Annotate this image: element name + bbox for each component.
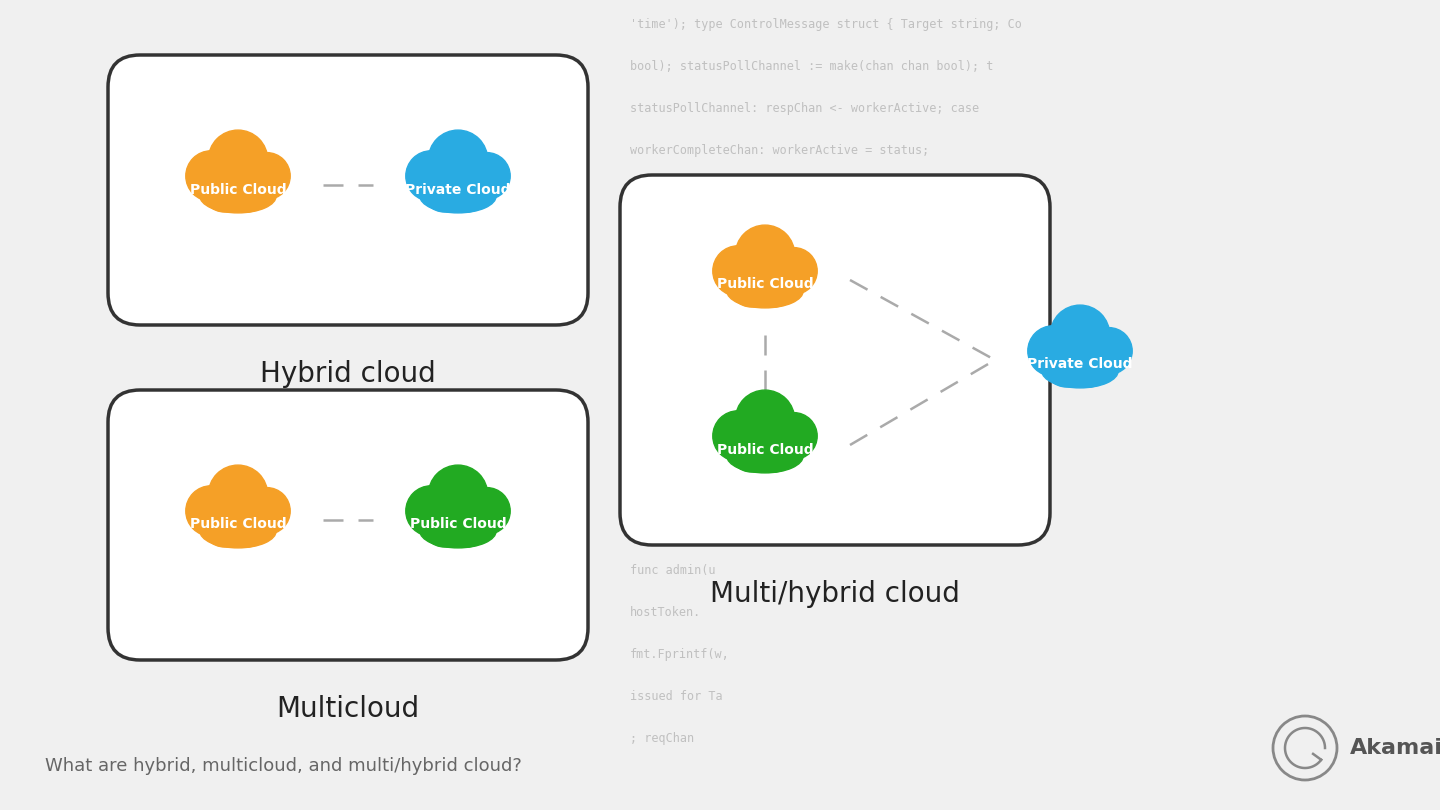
Circle shape	[428, 465, 488, 525]
Text: string.Count(64: ); func ma: string.Count(64: ); func ma	[631, 438, 837, 451]
Circle shape	[445, 167, 490, 212]
Circle shape	[713, 411, 763, 461]
Text: Private Cloud: Private Cloud	[1027, 357, 1133, 372]
Circle shape	[1050, 305, 1110, 364]
Circle shape	[225, 502, 269, 547]
Text: ; reqChan: ; reqChan	[631, 732, 694, 745]
Text: hostToken.: hostToken.	[631, 606, 701, 619]
Circle shape	[729, 262, 775, 307]
Text: result = fmt.Fprint(w, "ACTIVE": result = fmt.Fprint(w, "ACTIVE"	[631, 354, 851, 367]
Circle shape	[422, 167, 467, 212]
Text: http.ResponseWriter, r *http.Request) { hostTo: http.ResponseWriter, r *http.Request) { …	[631, 186, 958, 199]
Text: Akamai: Akamai	[1351, 738, 1440, 758]
Text: Hybrid cloud: Hybrid cloud	[261, 360, 436, 388]
Text: Public Cloud: Public Cloud	[190, 518, 287, 531]
Text: Public Cloud: Public Cloud	[410, 518, 507, 531]
FancyBboxPatch shape	[108, 390, 588, 660]
Circle shape	[243, 488, 291, 535]
Text: Multicloud: Multicloud	[276, 695, 419, 723]
Circle shape	[243, 152, 291, 199]
Text: bool); statusPollChannel := make(chan chan bool); t: bool); statusPollChannel := make(chan ch…	[631, 60, 994, 73]
Circle shape	[202, 167, 248, 212]
Text: use msg := <: use msg := <	[631, 522, 716, 535]
Text: fmt.Fprintf(w,  Control message issued for Ta: fmt.Fprintf(w, Control message issued fo…	[631, 270, 965, 283]
FancyBboxPatch shape	[108, 55, 588, 325]
FancyBboxPatch shape	[621, 175, 1050, 545]
Circle shape	[1067, 342, 1112, 387]
Ellipse shape	[727, 274, 804, 308]
Circle shape	[428, 130, 488, 190]
Text: Public Cloud: Public Cloud	[717, 278, 814, 292]
Circle shape	[770, 248, 818, 294]
Text: fmt.Fprintf(w,: fmt.Fprintf(w,	[631, 648, 730, 661]
Circle shape	[225, 167, 269, 212]
Circle shape	[186, 486, 236, 536]
Text: Public Cloud: Public Cloud	[717, 442, 814, 457]
Circle shape	[752, 262, 796, 307]
Circle shape	[1028, 326, 1079, 376]
Circle shape	[752, 427, 796, 472]
Text: }); workerAct: }); workerAct	[631, 480, 723, 493]
Text: '37', nil)); };pa: '37', nil)); };pa	[631, 396, 766, 409]
Text: 10, 64); if err != nil { fmt.Fprintf(w,: 10, 64); if err != nil { fmt.Fprintf(w,	[631, 228, 907, 241]
Ellipse shape	[1041, 354, 1119, 388]
Ellipse shape	[419, 514, 497, 548]
Circle shape	[736, 390, 795, 450]
Text: issued for Ta: issued for Ta	[631, 690, 723, 703]
Text: workerCompleteChan: workerActive = status;: workerCompleteChan: workerActive = statu…	[631, 144, 929, 157]
Circle shape	[445, 502, 490, 547]
Text: 'time'); type ControlMessage struct { Target string; Co: 'time'); type ControlMessage struct { Ta…	[631, 18, 1022, 31]
Text: nseWriter, r *http.Request) { reqChan: nseWriter, r *http.Request) { reqChan	[631, 312, 907, 325]
Text: statusPollChannel: respChan <- workerActive; case: statusPollChannel: respChan <- workerAct…	[631, 102, 979, 115]
Circle shape	[736, 225, 795, 284]
Circle shape	[713, 245, 763, 296]
Text: Public Cloud: Public Cloud	[190, 182, 287, 197]
Circle shape	[209, 465, 268, 525]
Ellipse shape	[727, 439, 804, 473]
Circle shape	[770, 412, 818, 459]
Text: Private Cloud: Private Cloud	[405, 182, 511, 197]
Ellipse shape	[200, 179, 276, 213]
Text: func admin(u: func admin(u	[631, 564, 716, 577]
Circle shape	[729, 427, 775, 472]
Circle shape	[464, 152, 510, 199]
Circle shape	[209, 130, 268, 190]
Ellipse shape	[419, 179, 497, 213]
Text: What are hybrid, multicloud, and multi/hybrid cloud?: What are hybrid, multicloud, and multi/h…	[45, 757, 521, 775]
Circle shape	[186, 151, 236, 201]
Circle shape	[406, 486, 456, 536]
Circle shape	[1044, 342, 1089, 387]
Circle shape	[406, 151, 456, 201]
Circle shape	[1086, 327, 1132, 374]
Circle shape	[422, 502, 467, 547]
Ellipse shape	[200, 514, 276, 548]
Circle shape	[202, 502, 248, 547]
Circle shape	[464, 488, 510, 535]
Text: Multi/hybrid cloud: Multi/hybrid cloud	[710, 580, 960, 608]
